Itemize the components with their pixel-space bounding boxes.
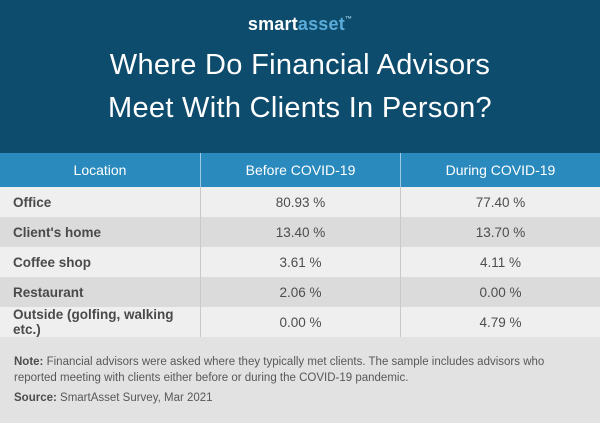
location-cell: Outside (golfing, walking etc.): [13, 307, 174, 337]
before-covid-cell: 0.00 %: [200, 307, 400, 337]
footnote-section: Note: Financial advisors were asked wher…: [0, 337, 600, 423]
during-covid-cell: 77.40 %: [400, 187, 600, 217]
trademark-symbol: ™: [344, 16, 353, 23]
table-row-clients-home: Client's home 13.40 % 13.70 %: [0, 217, 600, 247]
table-row-restaurant: Restaurant 2.06 % 0.00 %: [0, 277, 600, 307]
during-covid-cell: 0.00 %: [400, 277, 600, 307]
before-covid-cell: 2.06 %: [200, 277, 400, 307]
location-cell: Coffee shop: [13, 254, 92, 270]
location-cell: Office: [13, 194, 52, 210]
during-covid-cell: 4.79 %: [400, 307, 600, 337]
source-paragraph: Source: SmartAsset Survey, Mar 2021: [14, 390, 578, 406]
note-label: Note:: [14, 356, 44, 368]
note-paragraph: Note: Financial advisors were asked wher…: [14, 354, 578, 386]
page-title: Where Do Financial Advisors Meet With Cl…: [0, 44, 600, 130]
note-text: Financial advisors were asked where they…: [14, 356, 545, 384]
during-covid-cell: 13.70 %: [400, 217, 600, 247]
location-cell: Client's home: [13, 224, 101, 240]
page-title-line1: Where Do Financial Advisors: [109, 49, 491, 81]
table-row-outside: Outside (golfing, walking etc.) 0.00 % 4…: [0, 307, 600, 337]
title-section: smartasset™ Where Do Financial Advisors …: [0, 0, 600, 153]
page-title-line2: Meet With Clients In Person?: [108, 92, 492, 124]
logo-text-smart: smart: [247, 14, 298, 34]
table-body: Office 80.93 % 77.40 % Client's home 13.…: [0, 187, 600, 337]
before-covid-cell: 13.40 %: [200, 217, 400, 247]
smartasset-logo: smartasset™: [0, 0, 600, 35]
during-covid-cell: 4.11 %: [400, 247, 600, 277]
column-header-location: Location: [73, 162, 127, 178]
source-label: Source:: [14, 392, 57, 404]
location-cell: Restaurant: [13, 284, 84, 300]
table-header-row: Location Before COVID-19 During COVID-19: [0, 153, 600, 187]
table-row-coffee-shop: Coffee shop 3.61 % 4.11 %: [0, 247, 600, 277]
column-header-before-covid: Before COVID-19: [200, 153, 400, 187]
before-covid-cell: 80.93 %: [200, 187, 400, 217]
before-covid-cell: 3.61 %: [200, 247, 400, 277]
table-row-office: Office 80.93 % 77.40 %: [0, 187, 600, 217]
source-text: SmartAsset Survey, Mar 2021: [60, 392, 213, 404]
column-header-during-covid: During COVID-19: [400, 153, 600, 187]
logo-text-asset: asset: [297, 14, 345, 34]
